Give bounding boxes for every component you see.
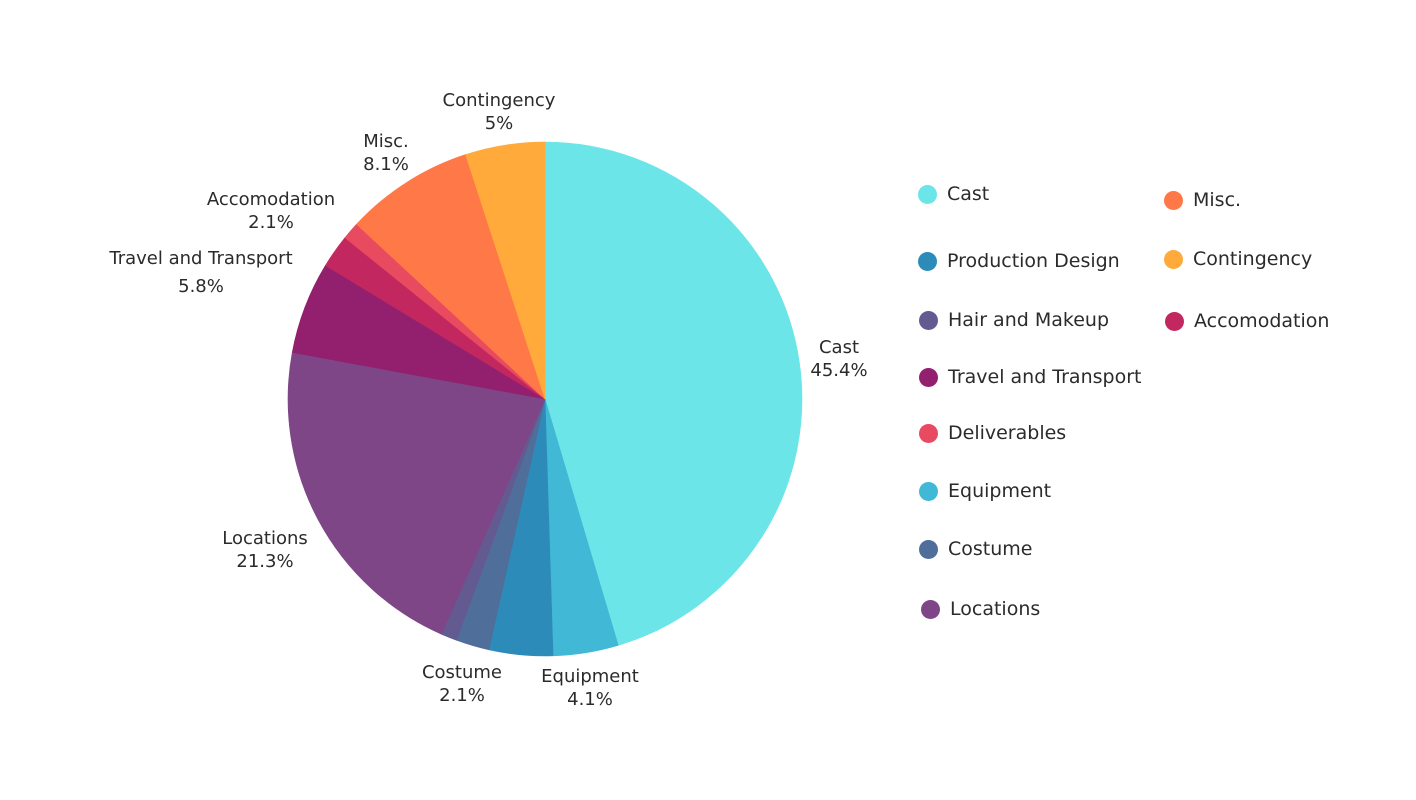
slice-label-name: Travel and Transport bbox=[108, 248, 292, 269]
legend-label: Deliverables bbox=[948, 422, 1067, 444]
legend-swatch-icon bbox=[918, 251, 937, 271]
slice-label-name: Locations bbox=[222, 528, 308, 549]
legend-label: Costume bbox=[948, 538, 1033, 560]
slice-label-accomodation: Accomodation 2.1% bbox=[207, 189, 335, 233]
slice-label-value: 2.1% bbox=[439, 685, 485, 706]
slice-label-travel-and-transport: Travel and Transport 5.8% bbox=[108, 248, 292, 297]
legend-item-cast: Cast bbox=[918, 183, 989, 205]
slice-label-value: 5.8% bbox=[178, 276, 224, 297]
slice-label-name: Accomodation bbox=[207, 189, 335, 210]
slice-label-value: 4.1% bbox=[567, 689, 613, 710]
legend-label: Production Design bbox=[947, 250, 1120, 272]
slice-label-contingency: Contingency 5% bbox=[443, 90, 556, 134]
slice-label-value: 21.3% bbox=[236, 551, 293, 572]
legend-item-costume: Costume bbox=[919, 538, 1032, 560]
slice-label-cast: Cast 45.4% bbox=[810, 337, 867, 381]
legend-label: Contingency bbox=[1193, 248, 1313, 270]
slice-label-value: 2.1% bbox=[248, 212, 294, 233]
pie-slices bbox=[287, 141, 803, 657]
legend-label: Accomodation bbox=[1194, 310, 1330, 332]
legend-swatch-icon bbox=[918, 184, 937, 204]
legend-swatch-icon bbox=[919, 539, 938, 559]
slice-label-name: Equipment bbox=[541, 666, 639, 687]
legend-swatch-icon bbox=[921, 599, 940, 619]
legend-item-deliverables: Deliverables bbox=[919, 422, 1066, 444]
slice-label-locations: Locations 21.3% bbox=[222, 528, 308, 572]
slice-label-value: 5% bbox=[485, 113, 514, 134]
slice-label-name: Cast bbox=[819, 337, 859, 358]
pie-slice-cast bbox=[544, 141, 803, 646]
legend-item-accomodation: Accomodation bbox=[1165, 310, 1329, 332]
slice-label-costume: Costume 2.1% bbox=[422, 662, 502, 706]
legend-item-hair-and-makeup: Hair and Makeup bbox=[919, 309, 1109, 331]
slice-labels: Cast 45.4%Equipment 4.1%Costume 2.1%Locatio… bbox=[108, 90, 867, 710]
slice-label-misc: Misc. 8.1% bbox=[363, 131, 409, 175]
legend-swatch-icon bbox=[1164, 249, 1183, 269]
legend-swatch-icon bbox=[919, 423, 938, 443]
slice-label-value: 45.4% bbox=[810, 360, 867, 381]
legend-item-misc: Misc. bbox=[1164, 189, 1241, 211]
slice-label-equipment: Equipment 4.1% bbox=[541, 666, 639, 710]
slice-label-value: 8.1% bbox=[363, 154, 409, 175]
slice-label-name: Misc. bbox=[363, 131, 409, 152]
pie-slice-contingency bbox=[465, 141, 546, 400]
legend-item-locations: Locations bbox=[921, 598, 1040, 620]
legend-label: Locations bbox=[950, 598, 1041, 620]
slice-label-name: Contingency bbox=[443, 90, 556, 111]
legend-label: Misc. bbox=[1193, 189, 1242, 211]
legend-item-travel-and-transport: Travel and Transport bbox=[919, 366, 1141, 388]
pie-slice-locations bbox=[287, 352, 546, 635]
legend-swatch-icon bbox=[1165, 311, 1184, 331]
legend-swatch-icon bbox=[919, 481, 938, 501]
legend-label: Cast bbox=[947, 183, 990, 205]
legend-label: Equipment bbox=[948, 480, 1052, 502]
legend-item-contingency: Contingency bbox=[1164, 248, 1312, 270]
legend-swatch-icon bbox=[919, 367, 938, 387]
legend-item-production-design: Production Design bbox=[918, 250, 1120, 272]
legend-swatch-icon bbox=[1164, 190, 1183, 210]
pie-slice-misc bbox=[356, 154, 546, 401]
legend-swatch-icon bbox=[919, 310, 938, 330]
legend-label: Travel and Transport bbox=[948, 366, 1142, 388]
legend-item-equipment: Equipment bbox=[919, 480, 1051, 502]
slice-label-name: Costume bbox=[422, 662, 502, 683]
legend-label: Hair and Makeup bbox=[948, 309, 1109, 331]
